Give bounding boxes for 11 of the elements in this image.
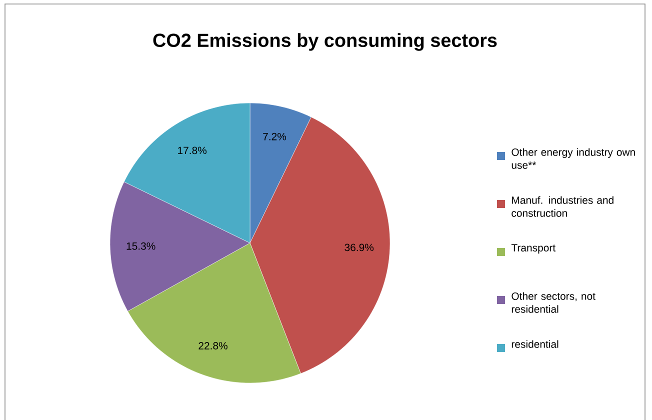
legend-label: Transport [511, 244, 556, 254]
legend-label: Other sectors, not residential [512, 292, 596, 313]
legend-label: residential [512, 340, 558, 348]
data-label: 22.8% [198, 342, 228, 350]
chart-title: CO2 Emissions by consuming sectors [153, 32, 497, 51]
data-label: 17.8% [178, 146, 207, 154]
data-label: 15.3% [126, 242, 156, 250]
data-label: 36.9% [344, 244, 374, 251]
legend-label: Other energy industry own use** [512, 148, 635, 169]
legend-label: Manuf. industries and construction [512, 196, 614, 217]
data-label: 7.2% [263, 132, 286, 140]
